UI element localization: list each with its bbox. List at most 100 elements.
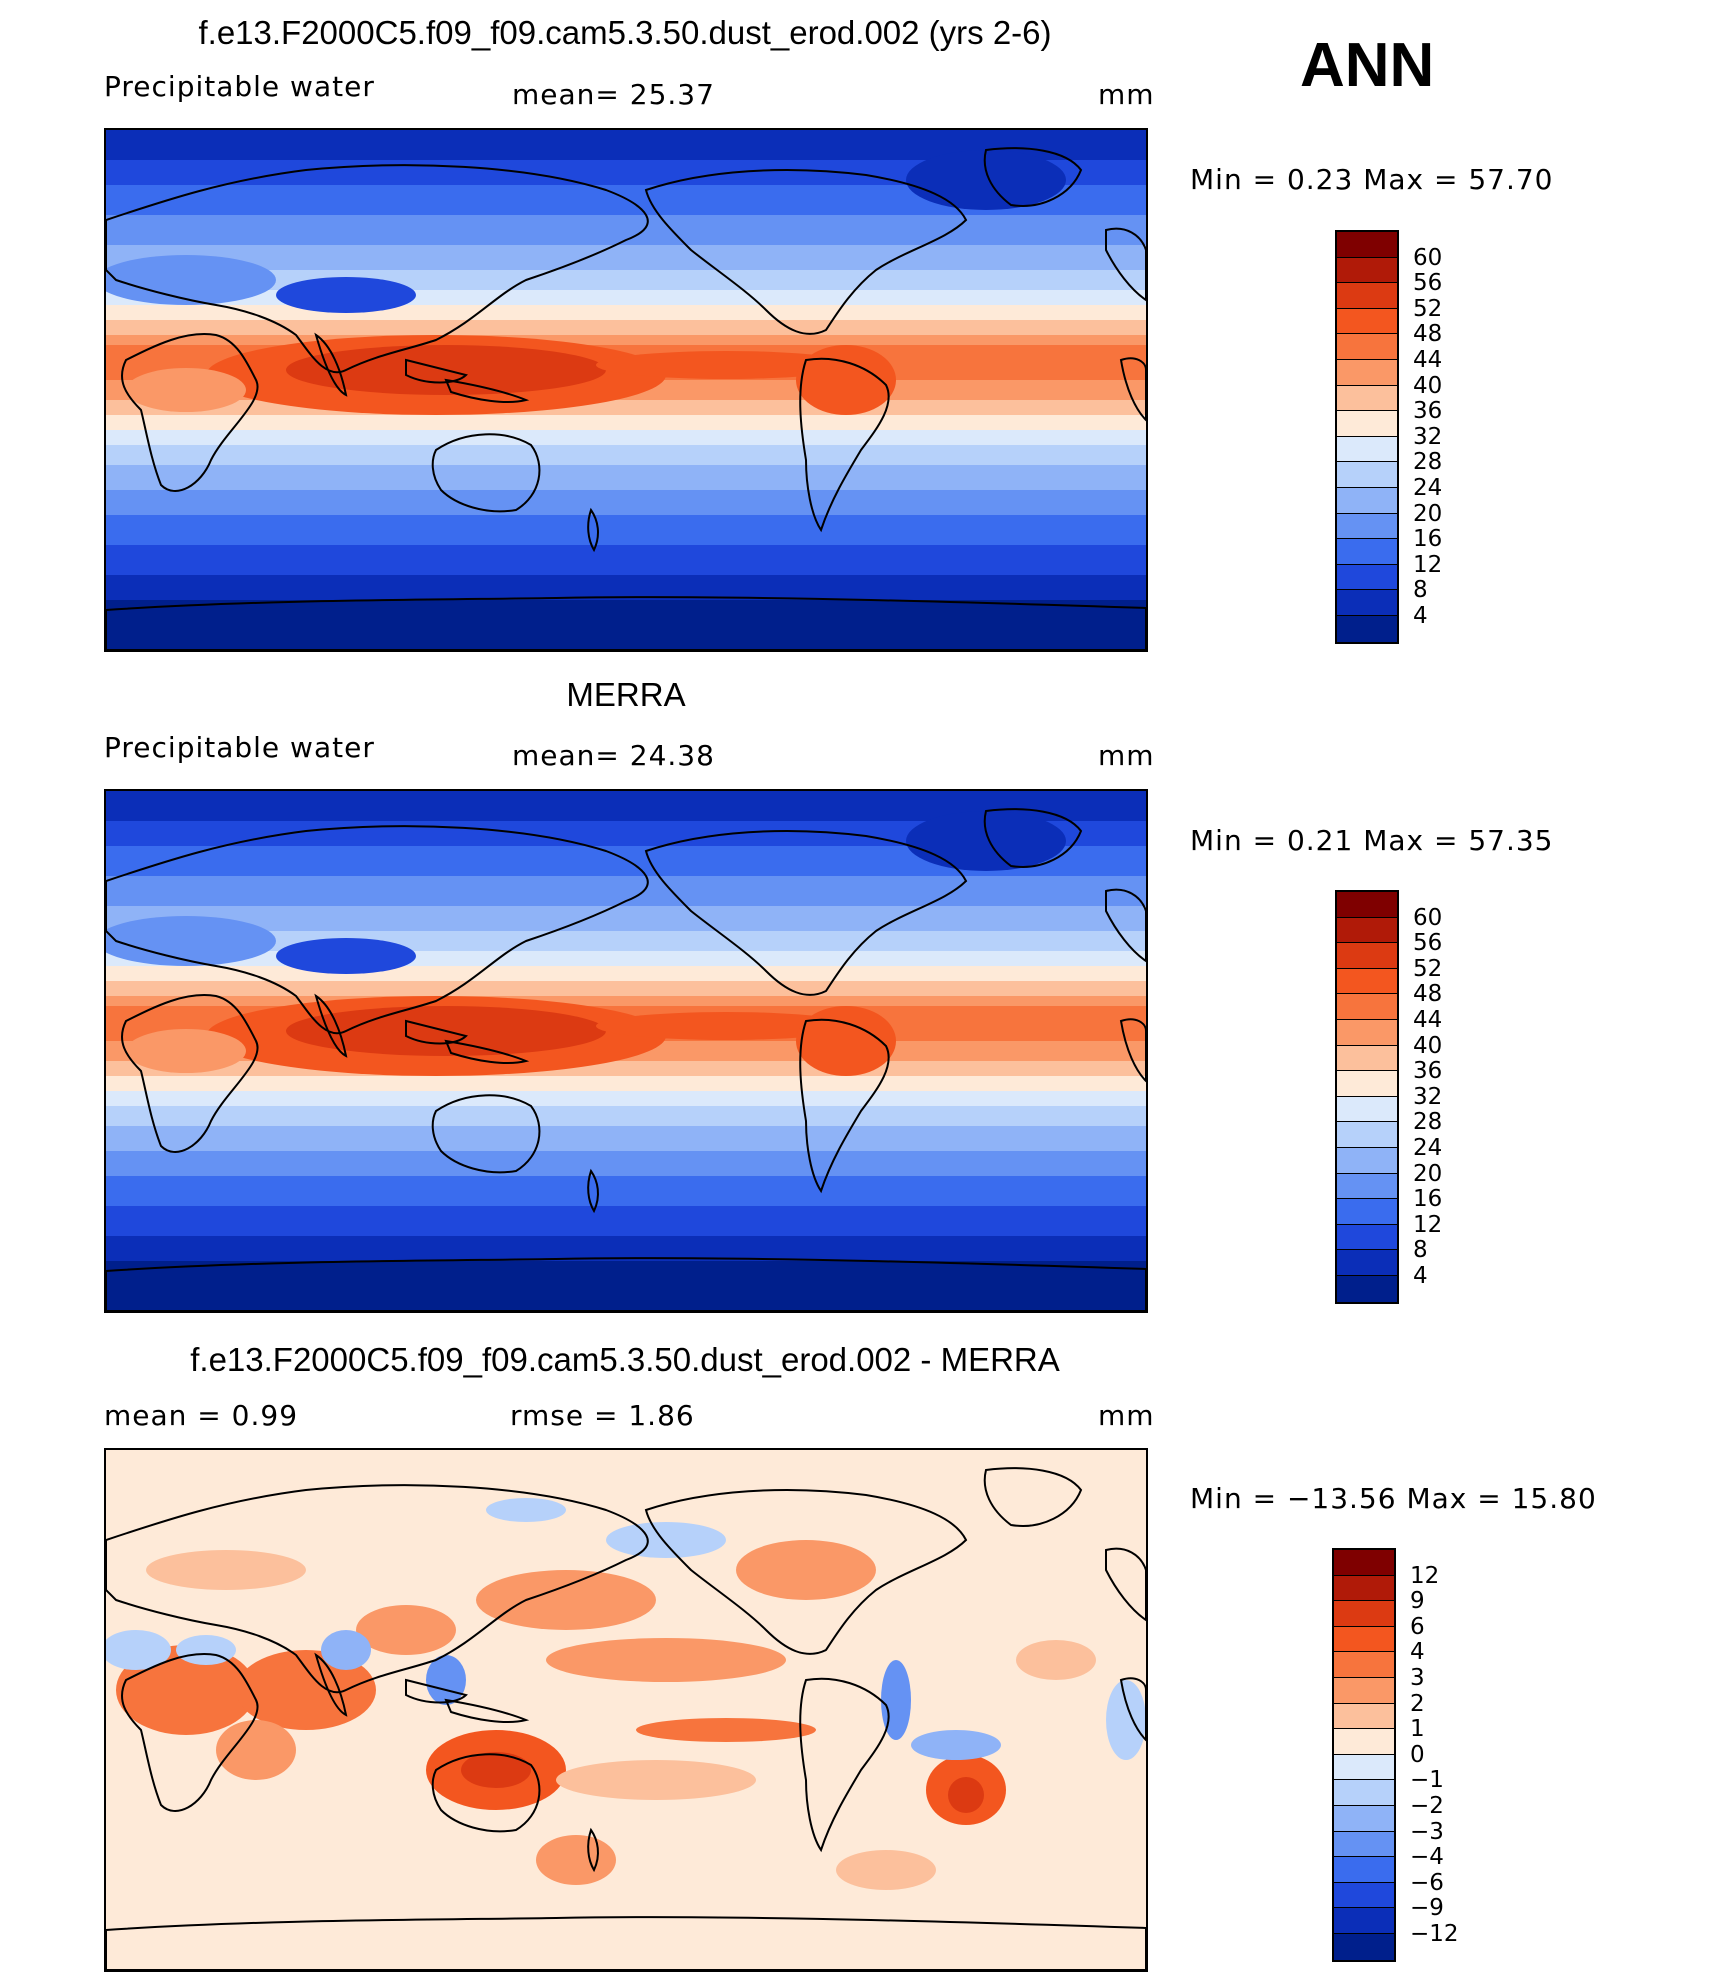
panel-1-colorbar bbox=[1335, 230, 1399, 644]
colorbar-tick-label: 56 bbox=[1413, 270, 1443, 297]
colorbar-tick-label: −9 bbox=[1410, 1895, 1444, 1922]
panel-3-colorbar bbox=[1332, 1548, 1396, 1962]
panel-2-variable-label: Precipitable water bbox=[104, 731, 375, 764]
colorbar-tick-label: 40 bbox=[1413, 372, 1443, 399]
colorbar-swatch bbox=[1334, 1729, 1394, 1755]
colorbar-swatch bbox=[1337, 1045, 1397, 1072]
colorbar-swatch bbox=[1337, 1071, 1397, 1097]
colorbar-swatch bbox=[1337, 1122, 1397, 1148]
colorbar-tick-label: 28 bbox=[1413, 449, 1443, 476]
panel-2-colorbar bbox=[1335, 890, 1399, 1304]
colorbar-tick-label: −12 bbox=[1410, 1921, 1459, 1947]
colorbar-tick-label: 4 bbox=[1413, 603, 1428, 629]
colorbar-tick-label: 16 bbox=[1413, 526, 1443, 553]
season-label: ANN bbox=[1300, 31, 1435, 100]
map-field bbox=[106, 791, 1146, 1311]
colorbar-swatch bbox=[1337, 1275, 1397, 1302]
colorbar-swatch bbox=[1337, 1199, 1397, 1225]
panel-2-title: MERRA bbox=[566, 676, 686, 713]
colorbar-swatch bbox=[1337, 917, 1397, 944]
colorbar-swatch bbox=[1334, 1857, 1394, 1883]
colorbar-tick-label: 16 bbox=[1413, 1186, 1443, 1213]
colorbar-tick-label: −3 bbox=[1410, 1818, 1444, 1845]
colorbar-swatch bbox=[1337, 513, 1397, 540]
colorbar-swatch bbox=[1334, 1754, 1394, 1781]
colorbar-tick-label: 60 bbox=[1413, 244, 1443, 271]
colorbar-swatch bbox=[1337, 411, 1397, 437]
colorbar-tick-label: 0 bbox=[1410, 1741, 1425, 1768]
colorbar-swatch bbox=[1337, 283, 1397, 309]
colorbar-tick-label: 3 bbox=[1410, 1665, 1425, 1691]
panel-1-units: mm bbox=[1098, 78, 1155, 111]
panel-2-units: mm bbox=[1098, 739, 1155, 772]
colorbar-swatch bbox=[1334, 1575, 1394, 1602]
colorbar-tick-label: 36 bbox=[1413, 398, 1443, 425]
colorbar-swatch bbox=[1334, 1550, 1394, 1576]
colorbar-tick-label: 44 bbox=[1413, 1007, 1443, 1033]
panel-3-title: f.e13.F2000C5.f09_f09.cam5.3.50.dust_ero… bbox=[190, 1341, 1060, 1378]
colorbar-swatch bbox=[1337, 615, 1397, 642]
colorbar-tick-label: 24 bbox=[1413, 475, 1443, 501]
colorbar-tick-label: 56 bbox=[1413, 930, 1443, 957]
colorbar-swatch bbox=[1334, 1780, 1394, 1806]
panel-1-mean-label: mean= 25.37 bbox=[512, 78, 715, 111]
panel-2-map bbox=[104, 789, 1148, 1313]
colorbar-tick-label: 28 bbox=[1413, 1109, 1443, 1136]
colorbar-swatch bbox=[1337, 539, 1397, 565]
colorbar-tick-label: 8 bbox=[1413, 577, 1428, 604]
colorbar-tick-label: 2 bbox=[1410, 1690, 1425, 1717]
colorbar-swatch bbox=[1334, 1805, 1394, 1832]
panel-3-units: mm bbox=[1098, 1399, 1155, 1432]
colorbar-tick-label: 8 bbox=[1413, 1237, 1428, 1264]
colorbar-tick-label: 4 bbox=[1410, 1639, 1425, 1666]
colorbar-tick-label: 20 bbox=[1413, 500, 1443, 527]
colorbar-tick-label: 12 bbox=[1413, 1211, 1443, 1238]
colorbar-tick-label: 12 bbox=[1413, 551, 1443, 578]
panel-1-variable-label: Precipitable water bbox=[104, 70, 375, 103]
colorbar-tick-label: −4 bbox=[1410, 1844, 1444, 1871]
panel-1-map bbox=[104, 128, 1148, 652]
colorbar-swatch bbox=[1334, 1677, 1394, 1704]
colorbar-swatch bbox=[1337, 1096, 1397, 1123]
colorbar-swatch bbox=[1334, 1831, 1394, 1858]
map-field bbox=[106, 1450, 1146, 1970]
colorbar-swatch bbox=[1334, 1601, 1394, 1627]
panel-2-mean-label: mean= 24.38 bbox=[512, 739, 715, 772]
colorbar-tick-label: 44 bbox=[1413, 347, 1443, 373]
colorbar-swatch bbox=[1337, 385, 1397, 412]
colorbar-tick-label: −1 bbox=[1410, 1767, 1444, 1794]
colorbar-tick-label: 48 bbox=[1413, 981, 1443, 1008]
panel-3-map bbox=[104, 1448, 1148, 1972]
colorbar-tick-label: 52 bbox=[1413, 955, 1443, 982]
colorbar-tick-label: 1 bbox=[1410, 1716, 1425, 1743]
colorbar-tick-label: −6 bbox=[1410, 1869, 1444, 1896]
colorbar-swatch bbox=[1337, 1147, 1397, 1174]
panel-1-minmax: Min = 0.23 Max = 57.70 bbox=[1190, 163, 1554, 196]
colorbar-swatch bbox=[1337, 590, 1397, 616]
panel-3-mean-label: mean = 0.99 bbox=[104, 1399, 299, 1432]
colorbar-swatch bbox=[1337, 308, 1397, 335]
colorbar-swatch bbox=[1337, 436, 1397, 463]
colorbar-tick-label: 36 bbox=[1413, 1058, 1443, 1085]
colorbar-swatch bbox=[1337, 1250, 1397, 1276]
colorbar-swatch bbox=[1337, 1224, 1397, 1251]
colorbar-tick-label: 40 bbox=[1413, 1032, 1443, 1059]
colorbar-swatch bbox=[1337, 968, 1397, 995]
colorbar-swatch bbox=[1334, 1626, 1394, 1653]
colorbar-swatch bbox=[1337, 334, 1397, 360]
colorbar-swatch bbox=[1337, 257, 1397, 284]
colorbar-swatch bbox=[1337, 1019, 1397, 1046]
panel-2-minmax: Min = 0.21 Max = 57.35 bbox=[1190, 824, 1554, 857]
colorbar-swatch bbox=[1337, 892, 1397, 918]
colorbar-tick-label: 52 bbox=[1413, 295, 1443, 322]
colorbar-tick-label: 32 bbox=[1413, 423, 1443, 450]
colorbar-swatch bbox=[1337, 564, 1397, 591]
colorbar-tick-label: 4 bbox=[1413, 1263, 1428, 1289]
panel-3-rmse-label: rmse = 1.86 bbox=[510, 1399, 695, 1432]
colorbar-tick-label: 32 bbox=[1413, 1083, 1443, 1110]
colorbar-swatch bbox=[1337, 994, 1397, 1020]
colorbar-tick-label: 9 bbox=[1410, 1588, 1425, 1615]
colorbar-tick-label: 48 bbox=[1413, 321, 1443, 348]
colorbar-swatch bbox=[1337, 487, 1397, 514]
colorbar-tick-label: −2 bbox=[1410, 1793, 1444, 1819]
